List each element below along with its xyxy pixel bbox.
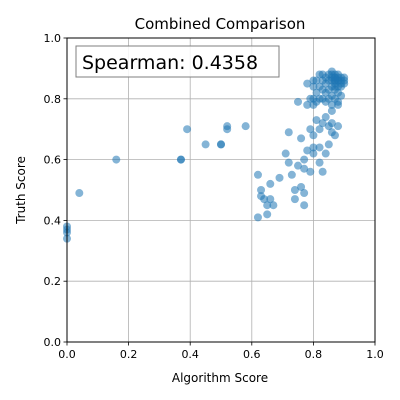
scatter-point [75, 189, 84, 198]
scatter-point [183, 125, 192, 134]
scatter-point [312, 76, 321, 85]
scatter-point [253, 213, 262, 222]
scatter-point [266, 195, 275, 204]
scatter-point [241, 122, 250, 131]
scatter-point [315, 125, 324, 134]
scatter-point [269, 201, 278, 210]
scatter-point [334, 122, 343, 131]
scatter-point [334, 97, 343, 106]
scatter-point [309, 131, 318, 140]
scatter-point [217, 140, 225, 149]
scatter-point [303, 146, 312, 155]
scatter-point [337, 79, 346, 88]
scatter-point [327, 106, 336, 115]
x-tick-label: 0.4 [181, 348, 199, 361]
scatter-point [290, 186, 299, 194]
plot-frame [66, 37, 376, 343]
scatter-point [260, 195, 269, 204]
scatter-point [300, 155, 309, 164]
scatter-point [290, 195, 299, 204]
scatter-point [176, 155, 185, 164]
x-tick-label: 0.2 [120, 348, 138, 361]
scatter-point [300, 164, 309, 173]
x-tick-label: 1.0 [366, 348, 384, 361]
scatter-point [309, 143, 318, 152]
y-tick-label: 0.2 [44, 275, 62, 288]
scatter-point [284, 158, 293, 167]
scatter-point [297, 182, 306, 191]
axis-ticks: 0.0 0.2 0.4 0.6 0.8 1.0 0.0 0.2 0.4 0.6 0.8 1.0 [44, 32, 384, 361]
scatter-point [321, 113, 330, 122]
y-tick-label: 0.0 [44, 336, 62, 349]
data-points [63, 67, 349, 243]
annotation-box: Spearman: 0.4358 [75, 45, 280, 78]
scatter-point [334, 73, 343, 82]
scatter-point [309, 94, 318, 103]
annotation-frame [75, 45, 280, 78]
scatter-point [300, 201, 309, 210]
scatter-point [303, 100, 312, 109]
scatter-point [330, 82, 339, 91]
scatter-point [309, 82, 318, 91]
scatter-point [294, 97, 302, 106]
scatter-point [275, 173, 284, 182]
scatter-point [303, 79, 312, 88]
scatter-point [201, 140, 210, 149]
chart-title: Combined Comparison [135, 15, 306, 33]
scatter-point [318, 119, 327, 128]
x-tick-label: 0.0 [58, 348, 76, 361]
scatter-point [112, 155, 121, 164]
x-tick-label: 0.6 [243, 348, 261, 361]
scatter-point [281, 149, 290, 158]
scatter-point [309, 100, 318, 109]
scatter-point [330, 131, 339, 140]
spearman-annotation: Spearman: 0.4358 [82, 52, 258, 74]
scatter-point [306, 167, 315, 176]
scatter-point [287, 170, 296, 179]
y-tick-label: 1.0 [44, 32, 62, 45]
scatter-point [312, 116, 321, 125]
scatter-point [324, 140, 333, 149]
scatter-point [309, 149, 318, 158]
scatter-point [294, 161, 302, 170]
y-tick-label: 0.8 [44, 93, 62, 106]
scatter-point [306, 125, 315, 134]
scatter-point [263, 210, 272, 219]
scatter-point [321, 149, 330, 158]
scatter-point [315, 158, 324, 167]
scatter-point [327, 70, 336, 79]
x-axis-label: Algorithm Score [172, 371, 268, 385]
y-axis-label: Truth Score [14, 156, 28, 225]
scatter-point [263, 201, 272, 210]
scatter-point [284, 128, 293, 137]
scatter-point [297, 134, 306, 143]
scatter-point [327, 100, 336, 109]
scatter-point [223, 122, 232, 131]
scatter-point [253, 170, 262, 179]
scatter-point [337, 91, 346, 100]
scatter-point [312, 88, 321, 97]
scatter-point [300, 189, 309, 198]
scatter-point [257, 186, 266, 194]
scatter-point [318, 167, 327, 176]
scatter-point [340, 73, 349, 82]
y-tick-label: 0.6 [44, 154, 62, 167]
x-tick-label: 0.8 [305, 348, 323, 361]
scatter-point [266, 179, 275, 188]
scatter-point [315, 143, 324, 152]
y-tick-label: 0.4 [44, 214, 62, 227]
scatter-point [327, 119, 336, 128]
